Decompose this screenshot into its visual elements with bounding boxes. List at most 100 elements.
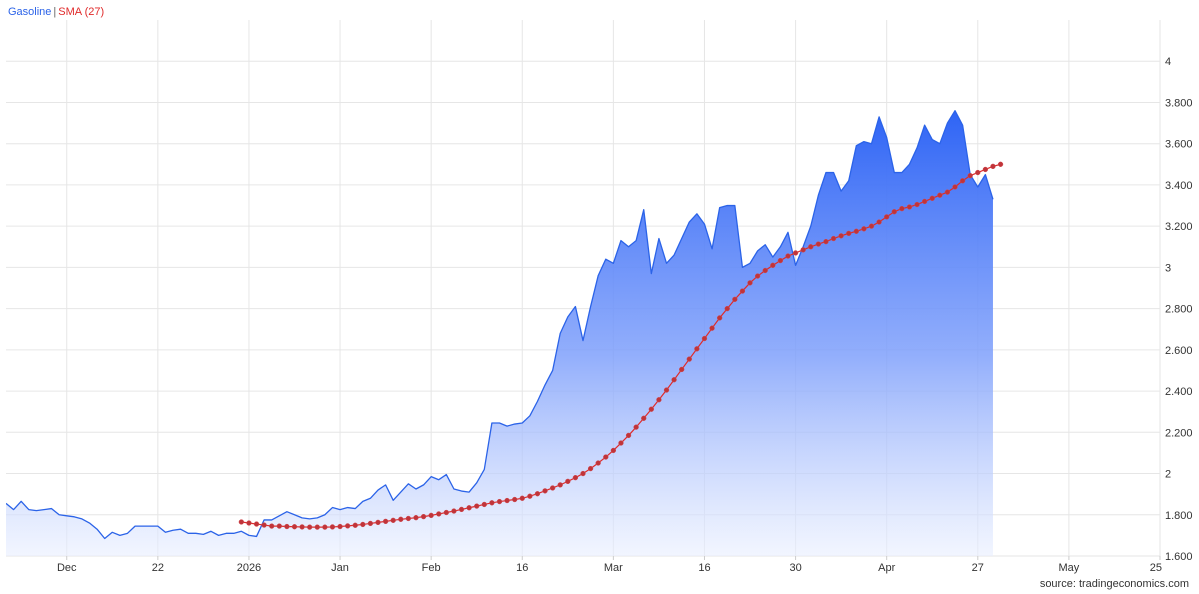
sma-point[interactable] <box>990 163 996 170</box>
sma-point[interactable] <box>291 524 298 530</box>
sma-point[interactable] <box>724 305 730 312</box>
sma-point[interactable] <box>808 244 814 250</box>
sma-point[interactable] <box>512 496 518 503</box>
sma-point[interactable] <box>451 508 457 514</box>
legend-sma[interactable]: SMA (27) <box>58 6 105 18</box>
sma-point[interactable] <box>352 522 358 528</box>
sma-point[interactable] <box>641 415 647 421</box>
sma-point[interactable] <box>253 521 260 527</box>
sma-point[interactable] <box>754 273 761 279</box>
sma-point[interactable] <box>625 432 632 439</box>
sma-point[interactable] <box>382 518 389 525</box>
sma-point[interactable] <box>671 377 677 383</box>
sma-point[interactable] <box>481 501 487 508</box>
sma-point[interactable] <box>823 238 829 245</box>
sma-point[interactable] <box>557 482 563 488</box>
sma-point[interactable] <box>937 192 943 198</box>
sma-point[interactable] <box>443 509 449 516</box>
sma-point[interactable] <box>853 228 859 234</box>
sma-point[interactable] <box>891 209 897 215</box>
sma-point[interactable] <box>314 524 320 530</box>
sma-point[interactable] <box>830 235 837 242</box>
sma-point[interactable] <box>344 523 351 529</box>
sma-point[interactable] <box>929 195 935 201</box>
sma-point[interactable] <box>777 257 784 264</box>
sma-point[interactable] <box>360 521 366 528</box>
sma-point[interactable] <box>398 516 404 522</box>
sma-point[interactable] <box>572 475 579 481</box>
sma-point[interactable] <box>284 523 290 530</box>
sma-point[interactable] <box>307 524 313 530</box>
sma-point[interactable] <box>458 506 465 513</box>
sma-point[interactable] <box>732 296 738 302</box>
sma-point[interactable] <box>603 454 609 460</box>
sma-point[interactable] <box>375 519 381 526</box>
sma-point[interactable] <box>504 497 510 504</box>
sma-point[interactable] <box>792 250 799 256</box>
sma-point[interactable] <box>428 512 434 519</box>
sma-point[interactable] <box>299 524 305 530</box>
sma-point[interactable] <box>717 315 723 321</box>
sma-point[interactable] <box>656 397 662 403</box>
sma-point[interactable] <box>633 424 639 430</box>
sma-point[interactable] <box>846 230 852 237</box>
sma-point[interactable] <box>474 503 480 509</box>
sma-point[interactable] <box>337 523 343 530</box>
sma-point[interactable] <box>329 524 336 530</box>
sma-point[interactable] <box>238 519 245 525</box>
sma-point[interactable] <box>944 189 951 195</box>
sma-point[interactable] <box>747 280 753 286</box>
sma-point[interactable] <box>785 253 791 259</box>
sma-point[interactable] <box>663 387 670 393</box>
sma-point[interactable] <box>367 520 374 527</box>
sma-point[interactable] <box>884 214 890 220</box>
sma-point[interactable] <box>527 493 533 499</box>
sma-point[interactable] <box>610 447 617 454</box>
sma-point[interactable] <box>246 520 252 526</box>
sma-point[interactable] <box>876 219 882 225</box>
sma-point[interactable] <box>739 288 746 294</box>
sma-point[interactable] <box>496 498 503 505</box>
sma-point[interactable] <box>906 204 913 210</box>
sma-point[interactable] <box>868 223 875 229</box>
sma-point[interactable] <box>770 262 776 268</box>
sma-point[interactable] <box>261 522 267 528</box>
sma-point[interactable] <box>595 460 601 466</box>
sma-point[interactable] <box>838 233 844 239</box>
sma-point[interactable] <box>686 356 692 362</box>
sma-point[interactable] <box>694 346 700 352</box>
sma-point[interactable] <box>390 517 396 523</box>
sma-point[interactable] <box>580 470 586 477</box>
sma-point[interactable] <box>436 511 442 517</box>
sma-point[interactable] <box>967 173 973 179</box>
sma-point[interactable] <box>322 524 328 530</box>
sma-point[interactable] <box>420 513 427 520</box>
sma-point[interactable] <box>276 523 282 529</box>
sma-point[interactable] <box>618 440 624 446</box>
sma-point[interactable] <box>405 515 412 522</box>
sma-point[interactable] <box>269 523 275 529</box>
sma-point[interactable] <box>861 226 867 232</box>
sma-point[interactable] <box>914 201 920 208</box>
sma-point[interactable] <box>542 488 548 494</box>
sma-point[interactable] <box>975 169 981 176</box>
sma-point[interactable] <box>997 161 1004 167</box>
sma-point[interactable] <box>466 505 472 511</box>
sma-point[interactable] <box>534 491 541 497</box>
sma-point[interactable] <box>899 205 905 212</box>
sma-point[interactable] <box>982 166 989 173</box>
sma-point[interactable] <box>952 184 958 190</box>
sma-point[interactable] <box>709 325 715 331</box>
sma-point[interactable] <box>648 406 654 412</box>
sma-point[interactable] <box>701 335 708 342</box>
sma-point[interactable] <box>921 198 928 205</box>
gasoline-line[interactable] <box>6 110 994 540</box>
sma-point[interactable] <box>800 247 806 253</box>
sma-point[interactable] <box>587 465 594 472</box>
sma-point[interactable] <box>959 178 966 184</box>
legend-gasoline[interactable]: Gasoline <box>8 6 52 18</box>
sma-point[interactable] <box>489 500 495 506</box>
sma-point[interactable] <box>549 485 556 491</box>
sma-point[interactable] <box>762 267 768 274</box>
sma-point[interactable] <box>679 366 685 373</box>
